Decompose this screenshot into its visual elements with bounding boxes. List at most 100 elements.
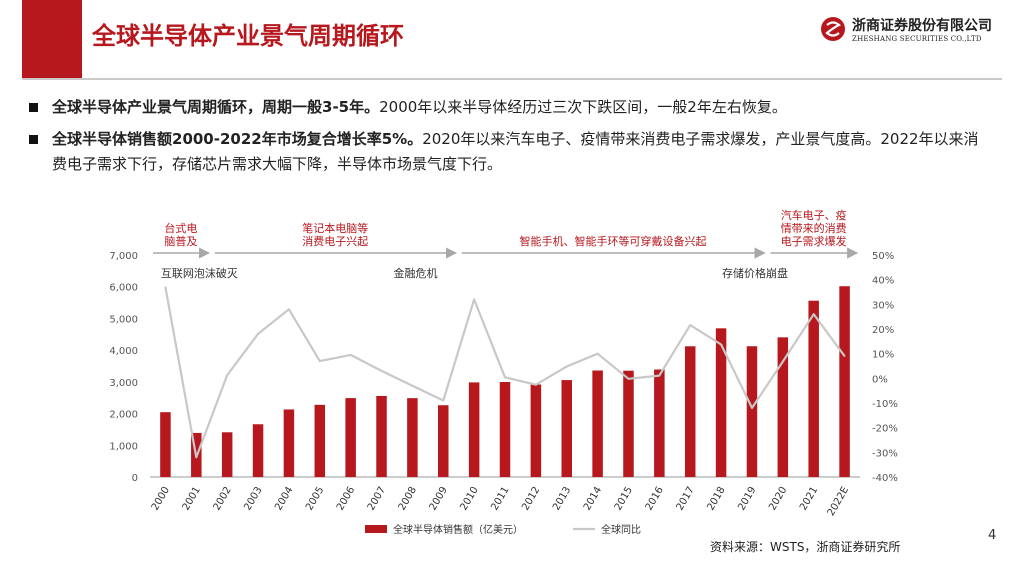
yoy-point xyxy=(442,399,445,402)
sales-bar xyxy=(438,405,449,477)
yoy-point xyxy=(257,333,259,335)
bullet-text: 2000年以来半导体经历过三次下跌区间，一般2年左右恢复。 xyxy=(379,98,787,116)
yoy-point xyxy=(812,313,815,315)
sales-bar xyxy=(376,395,387,477)
phase-label: 电子需求爆发 xyxy=(781,234,847,248)
yoy-point xyxy=(473,298,475,301)
x-category-label: 2000 xyxy=(150,485,172,513)
left-axis-tick-label: 1,000 xyxy=(109,441,138,452)
x-category-label: 2020 xyxy=(767,485,789,513)
semiconductor-sales-chart: 0 1,000 2,000 3,000 4,000 5,000 6,000 7,000 -40%… xyxy=(109,208,898,536)
yoy-point xyxy=(843,355,846,357)
yoy-point xyxy=(380,370,383,372)
sales-bar xyxy=(407,398,418,477)
right-axis-tick-label: 10% xyxy=(872,350,894,361)
sales-bar xyxy=(314,404,326,477)
sales-bar xyxy=(530,384,542,477)
sales-bar xyxy=(715,328,727,477)
x-category-label: 2006 xyxy=(335,485,357,513)
x-category-label: 2001 xyxy=(181,485,203,513)
phase-label: 消费电子兴起 xyxy=(302,234,368,248)
x-category-label: 2007 xyxy=(366,485,388,513)
legend-bar-label: 全球半导体销售额（亿美元） xyxy=(393,523,523,536)
logo-icon xyxy=(821,17,845,41)
yoy-point xyxy=(535,383,537,386)
yoy-point xyxy=(504,376,506,379)
yoy-point xyxy=(195,456,198,459)
sales-bar xyxy=(623,370,634,477)
x-category-label: 2003 xyxy=(242,485,264,513)
event-annotation: 存储价格崩盘 xyxy=(722,266,788,280)
sales-bar xyxy=(592,370,603,477)
yoy-point xyxy=(565,365,568,368)
right-axis-tick-label: -10% xyxy=(872,399,898,410)
sales-bar xyxy=(160,412,171,477)
left-axis-tick-label: 0 xyxy=(132,473,138,484)
yoy-point xyxy=(658,374,661,377)
logo-english-name: ZHESHANG SECURITIES CO.,LTD xyxy=(852,35,982,43)
header-divider xyxy=(22,78,1002,80)
logo-chinese-name: 浙商证券股份有限公司 xyxy=(852,18,992,34)
sales-bar xyxy=(746,346,758,477)
phase-label: 汽车电子、疫 xyxy=(781,208,847,222)
event-annotation: 金融危机 xyxy=(393,266,437,280)
left-axis-tick-label: 5,000 xyxy=(109,314,138,325)
x-category-label: 2009 xyxy=(428,485,450,513)
left-axis-tick-label: 2,000 xyxy=(109,410,138,421)
sales-bar xyxy=(283,409,295,477)
left-axis-tick-label: 6,000 xyxy=(109,283,138,294)
yoy-point xyxy=(596,352,599,355)
yoy-point xyxy=(751,407,753,409)
yoy-point xyxy=(318,360,321,362)
x-category-label: 2022E xyxy=(826,485,851,518)
bullet-item: 全球半导体产业景气周期循环，周期一般3-5年。2000年以来半导体经历过三次下跌… xyxy=(28,95,988,120)
yoy-point xyxy=(164,286,167,288)
bullet-heading: 全球半导体产业景气周期循环，周期一般3-5年。 xyxy=(52,98,380,116)
x-category-label: 2021 xyxy=(798,485,820,513)
x-category-label: 2010 xyxy=(458,485,480,513)
x-category-label: 2018 xyxy=(705,485,727,513)
page-number: 4 xyxy=(988,528,997,543)
x-category-label: 2013 xyxy=(551,485,573,513)
sales-bar xyxy=(345,398,356,477)
sales-bar xyxy=(499,382,511,477)
source-note: 资料来源：WSTS，浙商证券研究所 xyxy=(710,540,901,554)
x-category-label: 2002 xyxy=(212,485,234,513)
yoy-point xyxy=(349,354,352,356)
bullet-square-icon xyxy=(29,103,38,112)
bullet-list: 全球半导体产业景气周期循环，周期一般3-5年。2000年以来半导体经历过三次下跌… xyxy=(28,95,988,184)
left-axis-tick-label: 4,000 xyxy=(109,346,138,357)
x-category-label: 2016 xyxy=(644,485,666,513)
x-category-label: 2017 xyxy=(675,485,697,513)
right-axis-tick-label: 50% xyxy=(872,251,894,262)
right-axis-tick-label: -40% xyxy=(872,473,898,484)
right-axis-tick-label: 30% xyxy=(872,300,894,311)
bullet-square-icon xyxy=(29,135,38,144)
x-category-label: 2008 xyxy=(397,485,419,513)
yoy-point xyxy=(782,360,784,363)
header-accent-bar xyxy=(22,0,82,78)
yoy-point xyxy=(226,374,228,376)
right-axis-tick-label: -30% xyxy=(872,448,898,459)
phase-label: 笔记本电脑等 xyxy=(302,221,368,235)
sales-bar xyxy=(684,346,696,477)
yoy-point xyxy=(720,343,722,346)
sales-bar xyxy=(221,432,233,477)
phase-label: 智能手机、智能手环等可穿戴设备兴起 xyxy=(520,234,707,248)
sales-bar xyxy=(252,424,264,477)
sales-bar xyxy=(654,369,665,477)
right-axis-tick-label: 20% xyxy=(872,325,894,336)
right-axis-tick-label: -20% xyxy=(872,424,898,435)
company-logo: 浙商证券股份有限公司 ZHESHANG SECURITIES CO.,LTD xyxy=(820,12,1005,52)
right-axis-tick-label: 40% xyxy=(872,276,894,287)
bullet-text: 2020年以来汽车电子、疫情带来消费电子需求爆发，产业景气度高。2022年以来消… xyxy=(52,130,979,173)
x-category-label: 2019 xyxy=(736,485,758,513)
right-axis-tick-label: 0% xyxy=(872,374,888,385)
sales-bar xyxy=(468,382,480,477)
x-category-label: 2015 xyxy=(613,485,635,513)
left-axis-tick-label: 7,000 xyxy=(109,251,138,262)
event-annotation: 互联网泡沫破灭 xyxy=(161,266,238,280)
sales-bar xyxy=(839,286,850,477)
x-category-label: 2012 xyxy=(520,485,542,513)
yoy-point xyxy=(288,308,290,311)
